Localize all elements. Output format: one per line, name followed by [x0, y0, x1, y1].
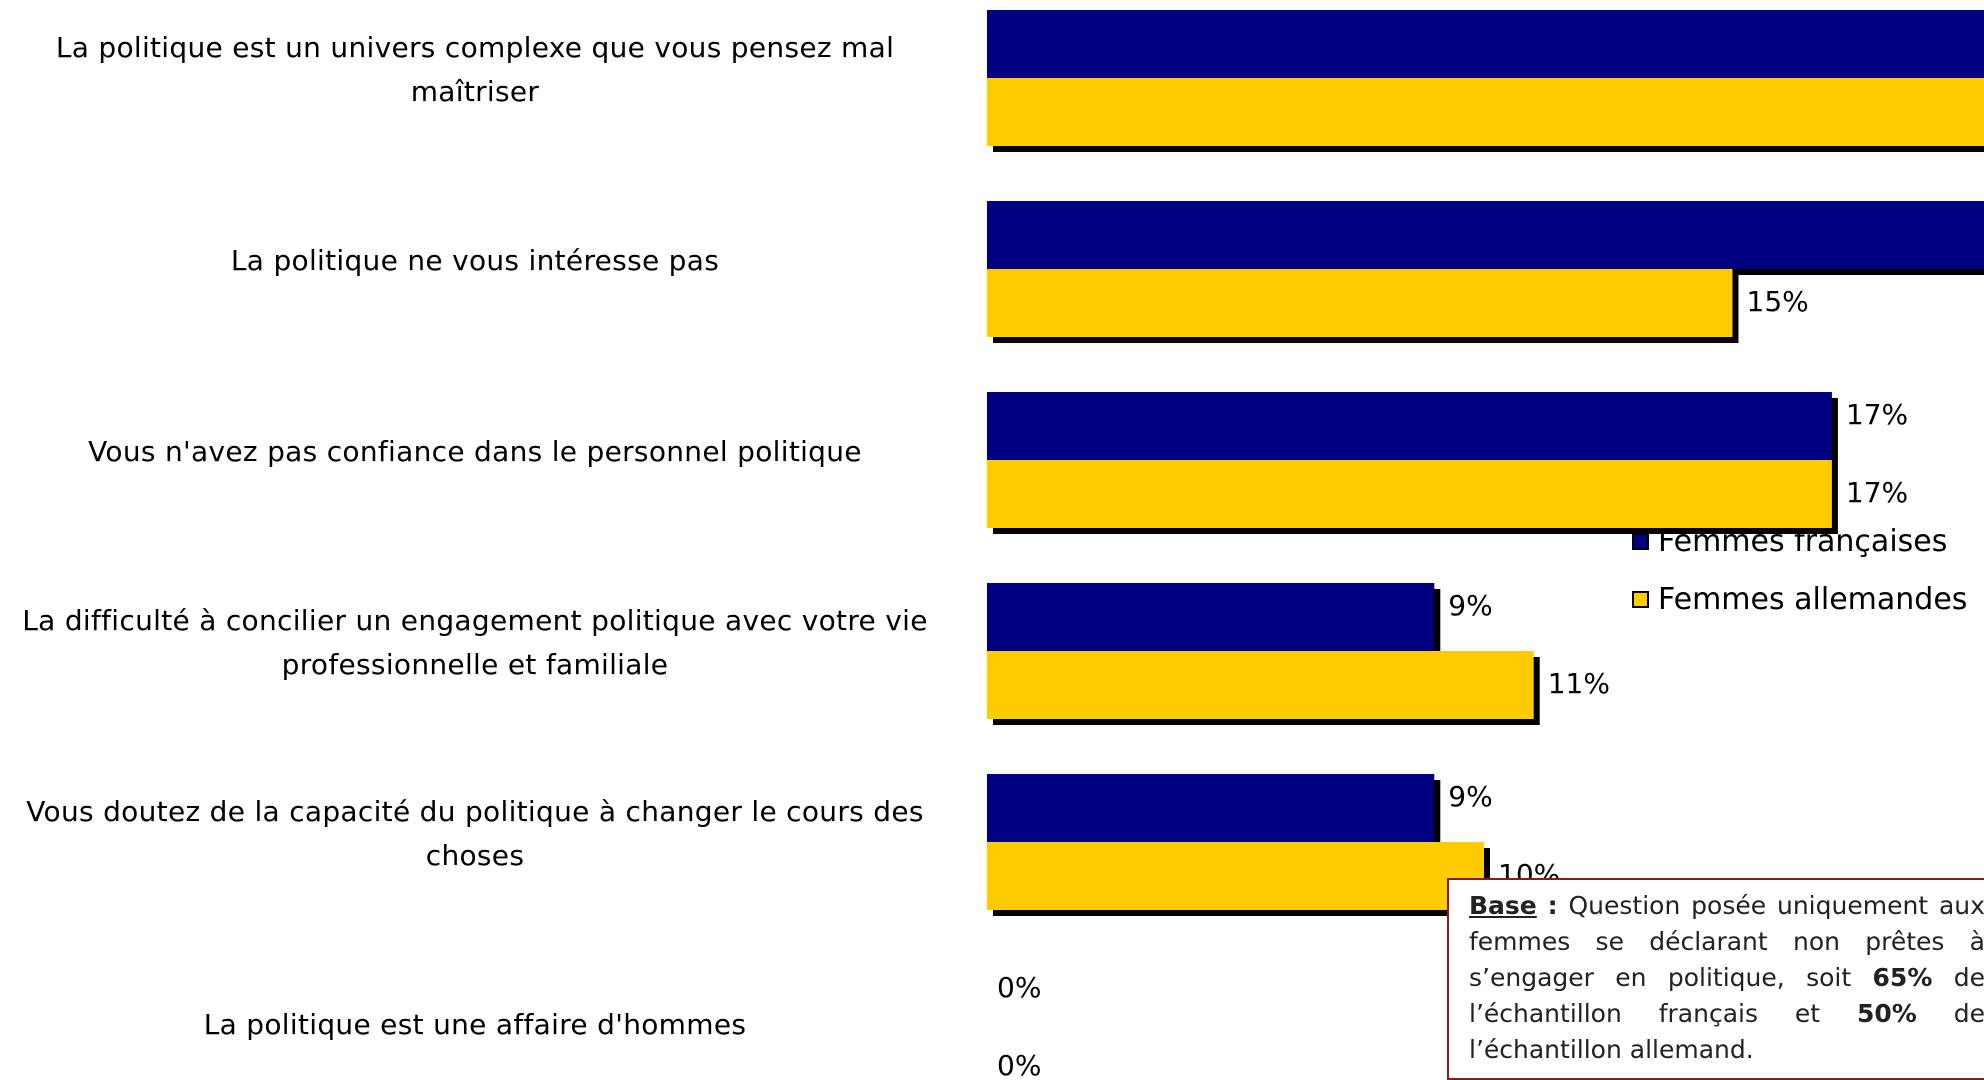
- legend-swatch-francaises: [1632, 532, 1649, 550]
- note-word: aux: [1938, 891, 1984, 920]
- note-word: uniquement: [1776, 891, 1929, 920]
- category-label: La politique est une affaire d'hommes: [0, 1003, 955, 1047]
- category-label-line: La politique est un univers complexe que…: [55, 31, 895, 64]
- note-word: à: [1969, 927, 1984, 956]
- category-label: Vous doutez de la capacité du politique …: [0, 790, 955, 878]
- note-word: 65%: [1872, 963, 1933, 992]
- legend-label-allemandes: Femmes allemandes: [1658, 581, 1968, 617]
- bar-francaises: [987, 10, 1984, 78]
- bar-francaises: [987, 201, 1984, 269]
- bar-francaises: [987, 392, 1832, 460]
- data-label: 11%: [1548, 667, 1610, 700]
- note-word: l’échantillon: [1469, 999, 1622, 1028]
- data-label: 15%: [1747, 285, 1809, 318]
- note-word: Base: [1469, 891, 1537, 920]
- data-label: 9%: [1448, 780, 1492, 813]
- note-line: femmes se déclarant non prêtes à: [1469, 924, 1984, 960]
- data-label: 17%: [1846, 398, 1908, 431]
- bar-allemandes: [987, 78, 1984, 146]
- category-label-line: professionnelle et familiale: [281, 648, 669, 681]
- category-label-line: La difficulté à concilier un engagement …: [22, 604, 928, 637]
- bar-allemandes: [987, 842, 1484, 910]
- category-label: La politique est un univers complexe que…: [0, 26, 955, 114]
- data-label: 0%: [997, 1049, 1041, 1079]
- note-word: :: [1547, 891, 1558, 920]
- legend-swatch-allemandes: [1632, 590, 1649, 608]
- category-label-line: choses: [425, 839, 525, 872]
- bar-allemandes: [987, 460, 1832, 528]
- note-word: en: [1615, 963, 1647, 992]
- legend: Femmes françaises Femmes allemandes: [1632, 512, 1967, 628]
- note-word: non: [1792, 927, 1840, 956]
- note-word: s’engager: [1469, 963, 1594, 992]
- legend-item-francaises: Femmes françaises: [1632, 512, 1967, 570]
- note-word: soit: [1806, 963, 1852, 992]
- note-line: l’échantillon allemand.: [1469, 1032, 1984, 1068]
- note-word: déclarant: [1649, 927, 1768, 956]
- note-line: s’engager en politique, soit 65% de: [1469, 960, 1984, 996]
- category-label-line: Vous n'avez pas confiance dans le person…: [88, 435, 862, 468]
- category-label-line: La politique ne vous intéresse pas: [230, 244, 720, 277]
- legend-label-francaises: Femmes françaises: [1658, 523, 1948, 559]
- note-word: et: [1794, 999, 1821, 1028]
- note-word: posée: [1691, 891, 1767, 920]
- category-label-line: Vous doutez de la capacité du politique …: [26, 795, 924, 828]
- note-word: se: [1595, 927, 1624, 956]
- note-word: Question: [1568, 891, 1681, 920]
- note-word: femmes: [1469, 927, 1571, 956]
- category-label: La difficulté à concilier un engagement …: [0, 599, 955, 687]
- note-word: 50%: [1857, 999, 1917, 1028]
- data-label: 9%: [1448, 589, 1492, 622]
- base-note: Base: Question posée uniquement aux femmes se d…: [1447, 878, 1984, 1080]
- category-label: La politique ne vous intéresse pas: [0, 239, 955, 283]
- note-word: prêtes: [1865, 927, 1945, 956]
- bar-francaises: [987, 583, 1435, 651]
- bar-allemandes: [987, 269, 1733, 337]
- note-word: de: [1953, 999, 1984, 1028]
- bar-francaises: [987, 774, 1435, 842]
- note-word: l’échantillon allemand.: [1469, 1035, 1754, 1064]
- note-word: français: [1658, 999, 1758, 1028]
- category-label-line: La politique est une affaire d'hommes: [203, 1008, 747, 1041]
- note-line: l’échantillon français et 50% de: [1469, 996, 1984, 1032]
- category-label: Vous n'avez pas confiance dans le person…: [0, 430, 955, 474]
- bar-allemandes: [987, 651, 1534, 719]
- note-word: de: [1953, 963, 1984, 992]
- note-line: Base: Question posée uniquement aux: [1469, 888, 1984, 924]
- category-label-line: maîtriser: [410, 75, 540, 108]
- data-label: 17%: [1846, 476, 1908, 509]
- legend-item-allemandes: Femmes allemandes: [1632, 570, 1967, 628]
- data-label: 0%: [997, 971, 1041, 1004]
- note-word: politique,: [1667, 963, 1785, 992]
